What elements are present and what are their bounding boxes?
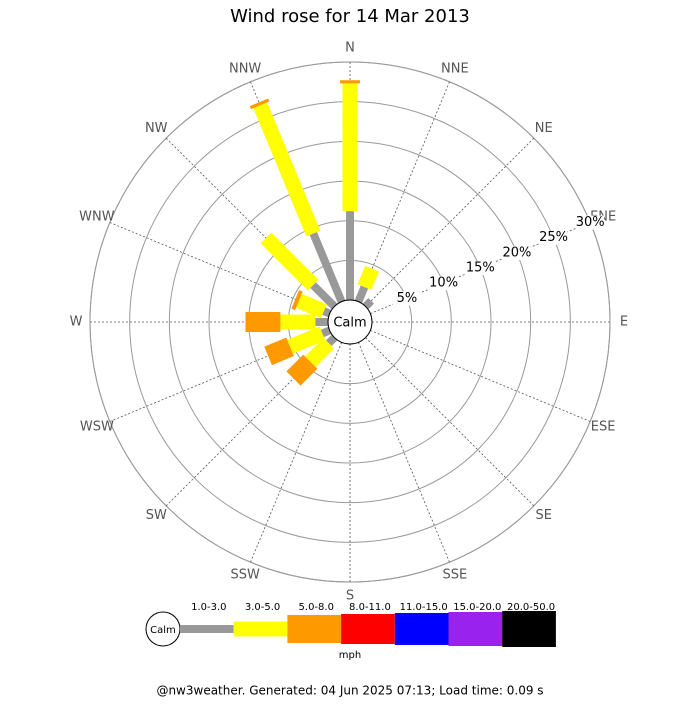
- r-tick-label: 25%: [539, 230, 568, 245]
- direction-label: SSW: [230, 568, 260, 583]
- wind-bar: [362, 298, 374, 310]
- legend-swatch: [287, 615, 342, 643]
- wind-bar: [264, 337, 294, 366]
- tick-label-bg: [466, 261, 495, 276]
- wind-bar: [320, 326, 332, 338]
- footer: @nw3weather. Generated: 04 Jun 2025 07:1…: [156, 684, 543, 698]
- r-tick-label: 30%: [576, 215, 605, 230]
- units-label: mph: [339, 650, 361, 661]
- legend-swatch: [180, 625, 234, 633]
- tick-label-bg: [576, 215, 605, 230]
- wind-bar: [291, 290, 303, 311]
- legend-swatch: [502, 611, 556, 647]
- r-tick-label: 20%: [502, 245, 531, 260]
- wind-bar: [322, 307, 332, 318]
- wind-bar: [326, 334, 338, 346]
- direction-label: W: [70, 315, 83, 330]
- r-tick-label: 5%: [397, 291, 418, 306]
- wind-bar: [296, 293, 327, 319]
- calm-circle: [327, 299, 373, 345]
- legend-label: 1.0-3.0: [191, 602, 226, 613]
- direction-label: N: [345, 41, 355, 56]
- wind-bar: [310, 282, 338, 310]
- direction-label: NE: [535, 121, 553, 136]
- wind-bar: [305, 337, 335, 367]
- direction-label: WSW: [80, 419, 114, 434]
- legend-swatch: [233, 621, 288, 637]
- direction-label: WNW: [79, 210, 115, 225]
- legend-label: 5.0-8.0: [299, 602, 334, 613]
- r-tick-label: 10%: [429, 276, 458, 291]
- wind-bar: [287, 326, 326, 354]
- wind-bar: [354, 285, 369, 304]
- legend-swatch: [341, 614, 395, 644]
- tick-label-bg: [392, 291, 421, 306]
- tick-label-bg: [429, 276, 458, 291]
- tick-label-bg: [539, 230, 568, 245]
- wind-bar: [249, 98, 270, 110]
- direction-label: ESE: [591, 419, 616, 434]
- direction-label: NNE: [441, 61, 469, 76]
- legend-swatch: [394, 613, 449, 645]
- direction-label: NW: [145, 121, 168, 136]
- legend-label: 11.0-15.0: [400, 602, 448, 613]
- direction-label: E: [620, 315, 628, 330]
- wind-bar: [260, 232, 319, 291]
- wind-bar: [357, 265, 380, 290]
- legend-label: 15.0-20.0: [453, 602, 501, 613]
- direction-label: SSE: [442, 568, 467, 583]
- direction-label: NNW: [229, 61, 261, 76]
- legend-label: 8.0-11.0: [349, 602, 391, 613]
- legend-calm-label: Calm: [150, 625, 176, 636]
- r-tick-label: 15%: [466, 261, 495, 276]
- legend-label: 20.0-50.0: [507, 602, 555, 613]
- wind-bar: [286, 354, 318, 386]
- wind-bar: [253, 102, 321, 237]
- tick-label-bg: [502, 245, 531, 260]
- chart-title: Wind rose for 14 Mar 2013: [230, 6, 470, 27]
- direction-label: S: [346, 589, 354, 604]
- legend-label: 3.0-5.0: [245, 602, 280, 613]
- wind-bar: [309, 231, 346, 304]
- direction-label: SE: [536, 508, 552, 523]
- direction-label: SW: [146, 508, 167, 523]
- calm-label: Calm: [333, 316, 366, 331]
- legend-swatch: [448, 612, 503, 646]
